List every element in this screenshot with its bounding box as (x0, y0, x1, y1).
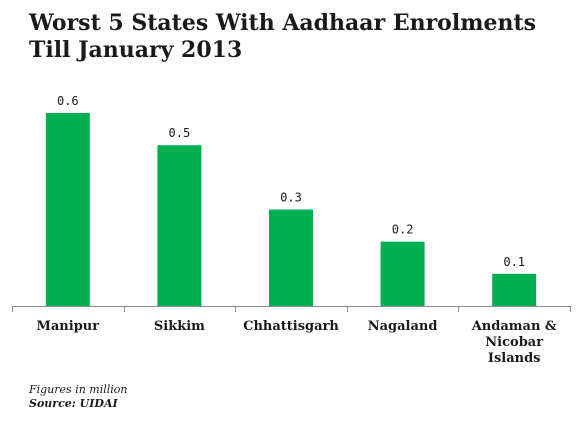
data-label: 0.3 (280, 191, 302, 205)
bar (492, 273, 537, 306)
chart-title: Worst 5 States With Aadhaar Enrolments T… (29, 10, 569, 64)
bar (45, 113, 90, 306)
chart-title-line-1: Worst 5 States With Aadhaar Enrolments (29, 10, 537, 36)
chart-footnote: Figures in million Source: UIDAI (29, 383, 128, 411)
data-label: 0.2 (392, 223, 414, 237)
bar (157, 145, 202, 306)
bar (269, 209, 313, 306)
data-label: 0.5 (169, 126, 191, 140)
chart-title-line-2: Till January 2013 (29, 37, 243, 63)
x-tick-label: Chhattisgarh (243, 319, 339, 334)
x-tick-label: Manipur (36, 319, 99, 334)
source-note: Source: UIDAI (29, 397, 118, 410)
data-label: 0.1 (503, 255, 525, 269)
bar (380, 241, 425, 306)
data-label: 0.6 (57, 94, 79, 108)
x-tick-label: Andaman & Nicobar Islands (471, 319, 557, 366)
x-tick-label: Sikkim (154, 319, 205, 334)
x-tick-label: Nagaland (368, 319, 438, 334)
units-note: Figures in million (29, 383, 128, 396)
